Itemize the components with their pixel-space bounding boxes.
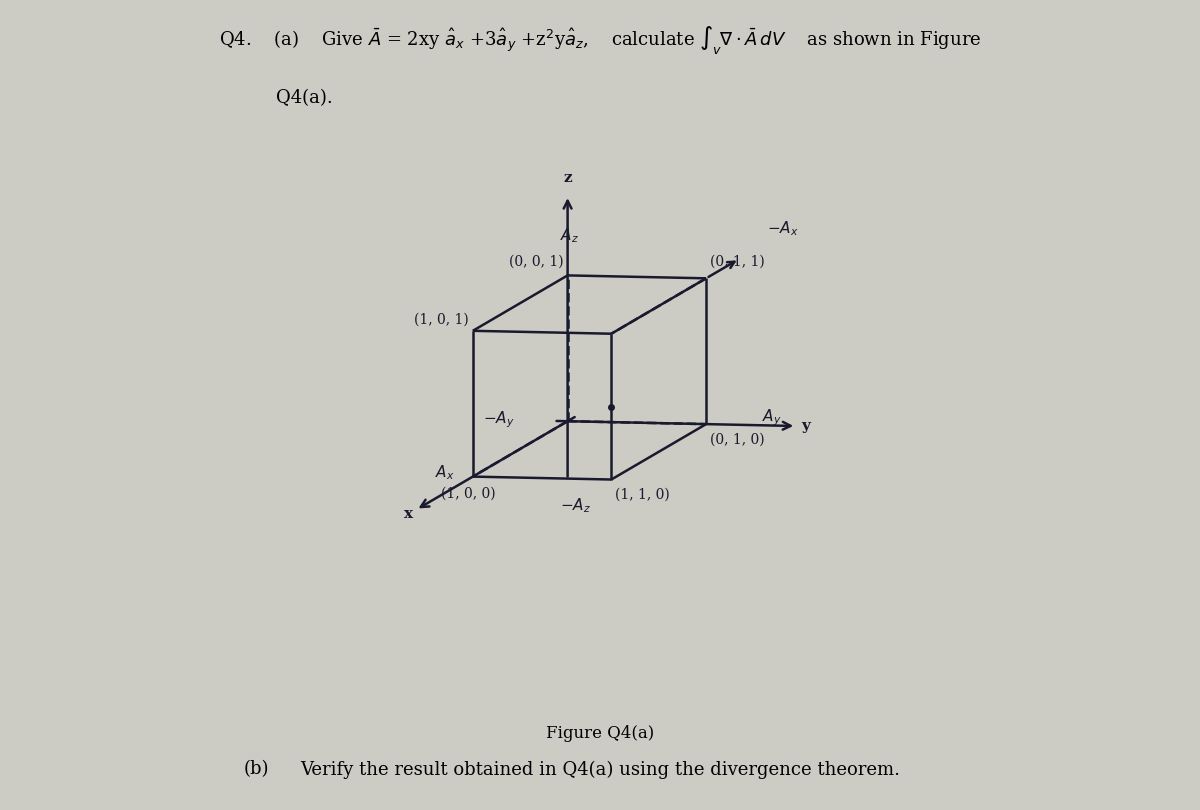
Text: Q4.    (a)    Give $\bar{A}$ = 2xy $\hat{a}_x$ +3$\hat{a}_y$ +z$^2$y$\hat{a}_z$,: Q4. (a) Give $\bar{A}$ = 2xy $\hat{a}_x$… [220,24,982,57]
Text: (0, 1, 0): (0, 1, 0) [710,433,764,446]
Text: $A_z$: $A_z$ [560,227,580,245]
Text: (1, 1, 0): (1, 1, 0) [616,488,670,501]
Text: (0, 0, 1): (0, 0, 1) [509,255,564,269]
Text: (1, 0, 1): (1, 0, 1) [414,313,469,326]
Text: Q4(a).: Q4(a). [276,89,332,107]
Text: z: z [563,171,572,185]
Text: $A_x$: $A_x$ [434,463,455,482]
Text: Verify the result obtained in Q4(a) using the divergence theorem.: Verify the result obtained in Q4(a) usin… [300,761,900,778]
Text: $-A_z$: $-A_z$ [560,497,590,515]
Text: Figure Q4(a): Figure Q4(a) [546,725,654,741]
Text: $-A_x$: $-A_x$ [767,220,799,238]
Text: (b): (b) [244,761,269,778]
Text: $-A_y$: $-A_y$ [484,410,515,430]
Text: $A_y$: $A_y$ [762,407,781,428]
Text: x: x [404,507,413,522]
Text: y: y [802,420,810,433]
Text: (0, 1, 1): (0, 1, 1) [710,254,764,269]
Text: (1, 0, 0): (1, 0, 0) [442,486,496,501]
